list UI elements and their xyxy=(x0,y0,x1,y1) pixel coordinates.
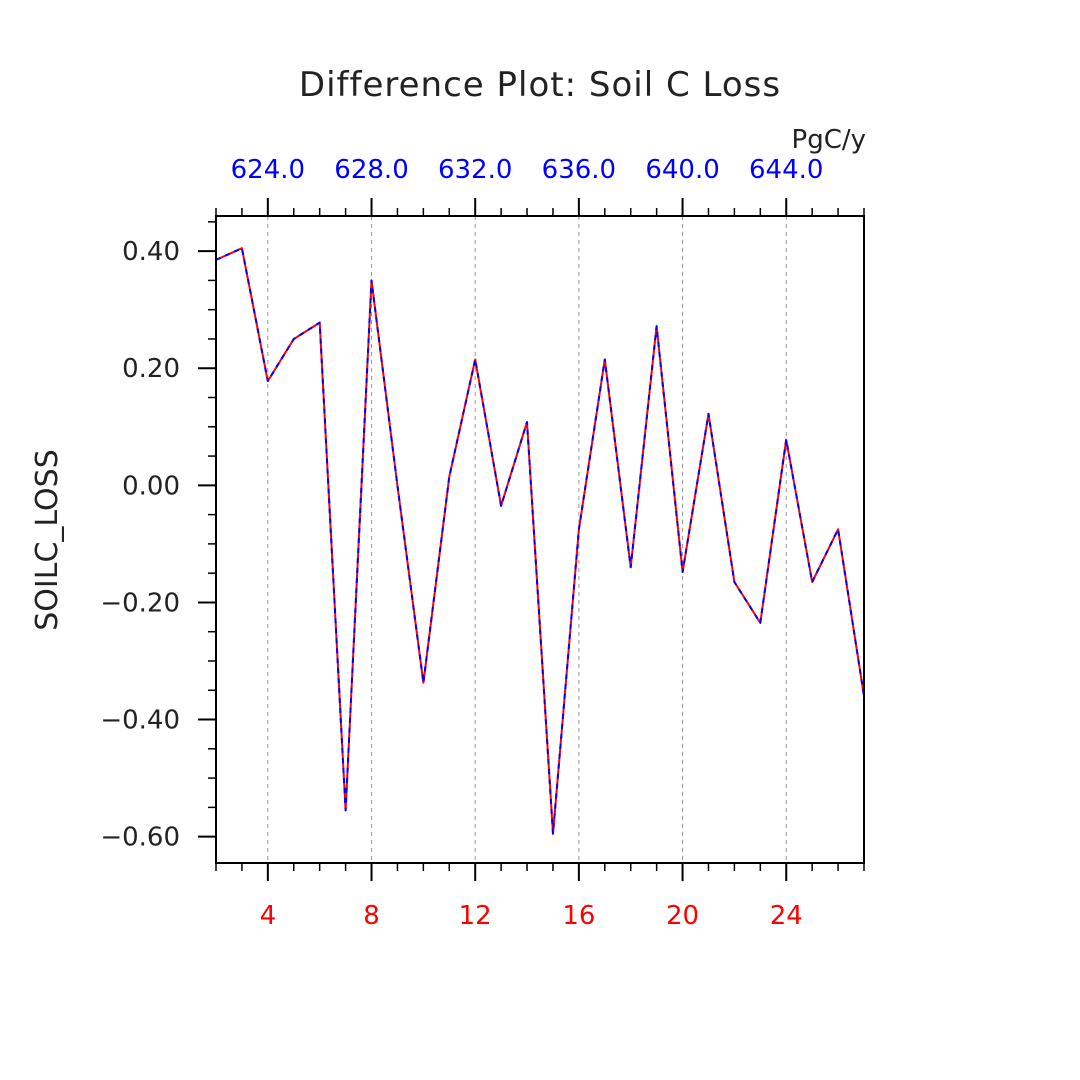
y-tick-label: 0.40 xyxy=(122,237,180,267)
y-tick-label: −0.20 xyxy=(100,588,180,618)
x-tick-label: 8 xyxy=(363,901,380,931)
axis-ticks xyxy=(198,198,865,881)
series-lines xyxy=(215,247,865,835)
units-label: PgC/y xyxy=(792,125,866,155)
grid-lines xyxy=(267,216,787,863)
x-top-tick-label: 636.0 xyxy=(542,155,616,185)
x-top-tick-label: 640.0 xyxy=(645,155,719,185)
x-tick-label: 20 xyxy=(666,901,699,931)
chart-title: Difference Plot: Soil C Loss xyxy=(299,65,781,105)
y-tick-label: −0.40 xyxy=(100,706,180,736)
x-top-tick-label: 624.0 xyxy=(231,155,305,185)
x-tick-label: 24 xyxy=(770,901,803,931)
x-tick-label: 4 xyxy=(260,901,277,931)
x-tick-label: 16 xyxy=(562,901,595,931)
y-tick-label: 0.20 xyxy=(122,354,180,384)
x-top-tick-label: 628.0 xyxy=(334,155,408,185)
x-tick-label: 12 xyxy=(459,901,492,931)
series-line-1 xyxy=(215,247,865,835)
y-axis-label: SOILC_LOSS xyxy=(30,449,65,631)
x-top-tick-label: 644.0 xyxy=(749,155,823,185)
y-tick-label: 0.00 xyxy=(122,471,180,501)
x-top-tick-label: 632.0 xyxy=(438,155,512,185)
y-tick-label: −0.60 xyxy=(100,823,180,853)
tick-labels: 4 8 12 16 20 24 624.0 628.0 632.0 636.0 640.0 644.0… xyxy=(100,155,823,931)
series-line-0 xyxy=(215,247,865,835)
plot-frame xyxy=(215,215,865,864)
